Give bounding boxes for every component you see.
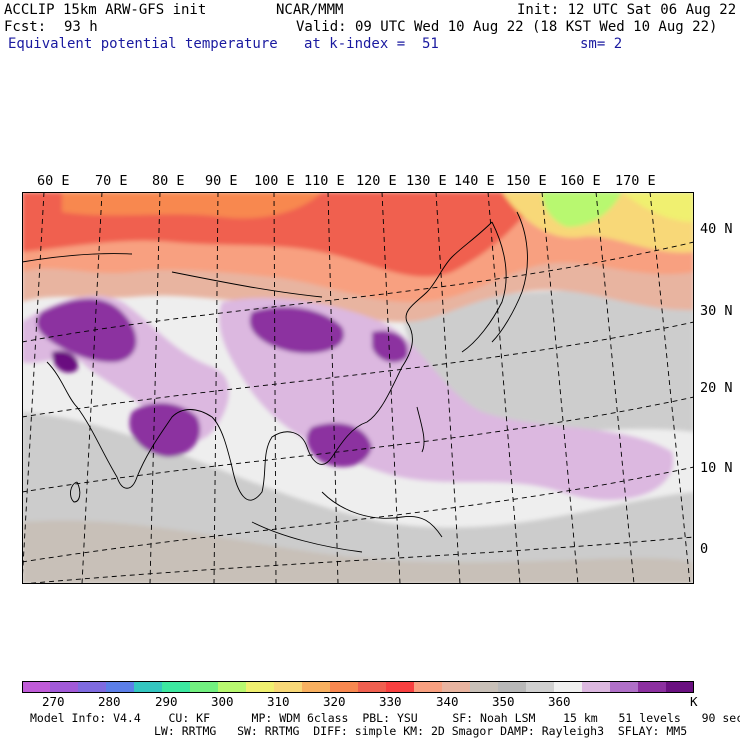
lon-label: 170 E [615,173,656,189]
lon-label: 90 E [205,173,238,189]
map-frame [22,192,694,584]
lon-label: 100 E [254,173,295,189]
colorbar-tick-label: 280 [98,694,121,709]
warm-core-west [62,192,322,219]
lat-label: 0 [700,541,709,557]
colorbar-frame [22,681,694,693]
lat-label: 30 N [700,303,733,319]
colorbar-swatch [78,681,107,693]
lon-label: 150 E [506,173,547,189]
lon-label: 60 E [37,173,70,189]
cool-pocket-ne [542,192,622,227]
colorbar-tick-label: 320 [323,694,346,709]
valid-time: Valid: 09 UTC Wed 10 Aug 22 (18 KST Wed … [296,19,718,35]
field-name: Equivalent potential temperature [8,36,278,52]
purple-core-china [249,307,344,354]
colorbar-swatch [106,681,135,693]
purple-core-himalaya [36,298,137,363]
colorbar-swatch [582,681,611,693]
colorbar-swatch [498,681,527,693]
colorbar-swatch [554,681,583,693]
model-title: ACCLIP 15km ARW-GFS init [4,2,207,18]
forecast-hour: 93 h [64,19,98,35]
init-time: Init: 12 UTC Sat 06 Aug 22 [517,2,737,18]
lon-label: 110 E [304,173,345,189]
forecast-label: Fcst: [4,19,47,35]
purple-core-bay [129,402,201,457]
lon-label: 120 E [356,173,397,189]
colorbar-tick-label: 270 [42,694,65,709]
colorbar-swatch [246,681,275,693]
lon-label: 160 E [560,173,601,189]
colorbar-swatch [134,681,163,693]
colorbar-swatch [638,681,667,693]
lon-label: 140 E [454,173,495,189]
colorbar-unit: K [690,694,698,709]
deep-purple-pakistan [52,350,78,373]
colorbar-swatch [610,681,639,693]
colorbar-swatch [50,681,79,693]
model-info-line1: Model Info: V4.4 CU: KF MP: WDM 6class P… [30,711,740,725]
graticule [22,192,694,584]
level-info: at k-index = 51 [304,36,439,52]
colorbar [22,681,694,693]
theta-e-map [22,192,694,584]
colorbar-swatch [358,681,387,693]
tan-band-south [22,520,694,584]
colorbar-tick-label: 360 [548,694,571,709]
lon-label: 80 E [152,173,185,189]
yellow-pocket-ne [622,192,694,222]
colorbar-swatch [442,681,471,693]
colorbar-swatch [302,681,331,693]
colorbar-swatch [414,681,443,693]
colorbar-swatch [162,681,191,693]
colorbar-swatch [218,681,247,693]
model-info-line2: LW: RRTMG SW: RRTMG DIFF: simple KM: 2D … [154,724,688,738]
lon-label: 130 E [406,173,447,189]
purple-core-east-china [372,330,408,363]
center-label: NCAR/MMM [276,2,344,18]
smoothing-info: sm= 2 [580,36,623,52]
colorbar-swatch [470,681,499,693]
colorbar-swatch [274,681,303,693]
colorbar-swatch [526,681,555,693]
colorbar-tick-label: 290 [155,694,178,709]
lat-label: 10 N [700,460,733,476]
colorbar-swatch [22,681,51,693]
lon-label: 70 E [95,173,128,189]
grey-pacific [402,282,694,432]
colorbar-tick-label: 350 [492,694,515,709]
colorbar-swatch [666,681,694,693]
coastlines [22,211,528,553]
colorbar-swatch [190,681,219,693]
lat-label: 20 N [700,380,733,396]
colorbar-tick-label: 310 [267,694,290,709]
colorbar-swatch [386,681,415,693]
colorbar-swatch [330,681,359,693]
colorbar-tick-label: 340 [436,694,459,709]
purple-core-scs [306,423,372,467]
colorbar-tick-label: 330 [379,694,402,709]
lat-label: 40 N [700,221,733,237]
colorbar-tick-label: 300 [211,694,234,709]
